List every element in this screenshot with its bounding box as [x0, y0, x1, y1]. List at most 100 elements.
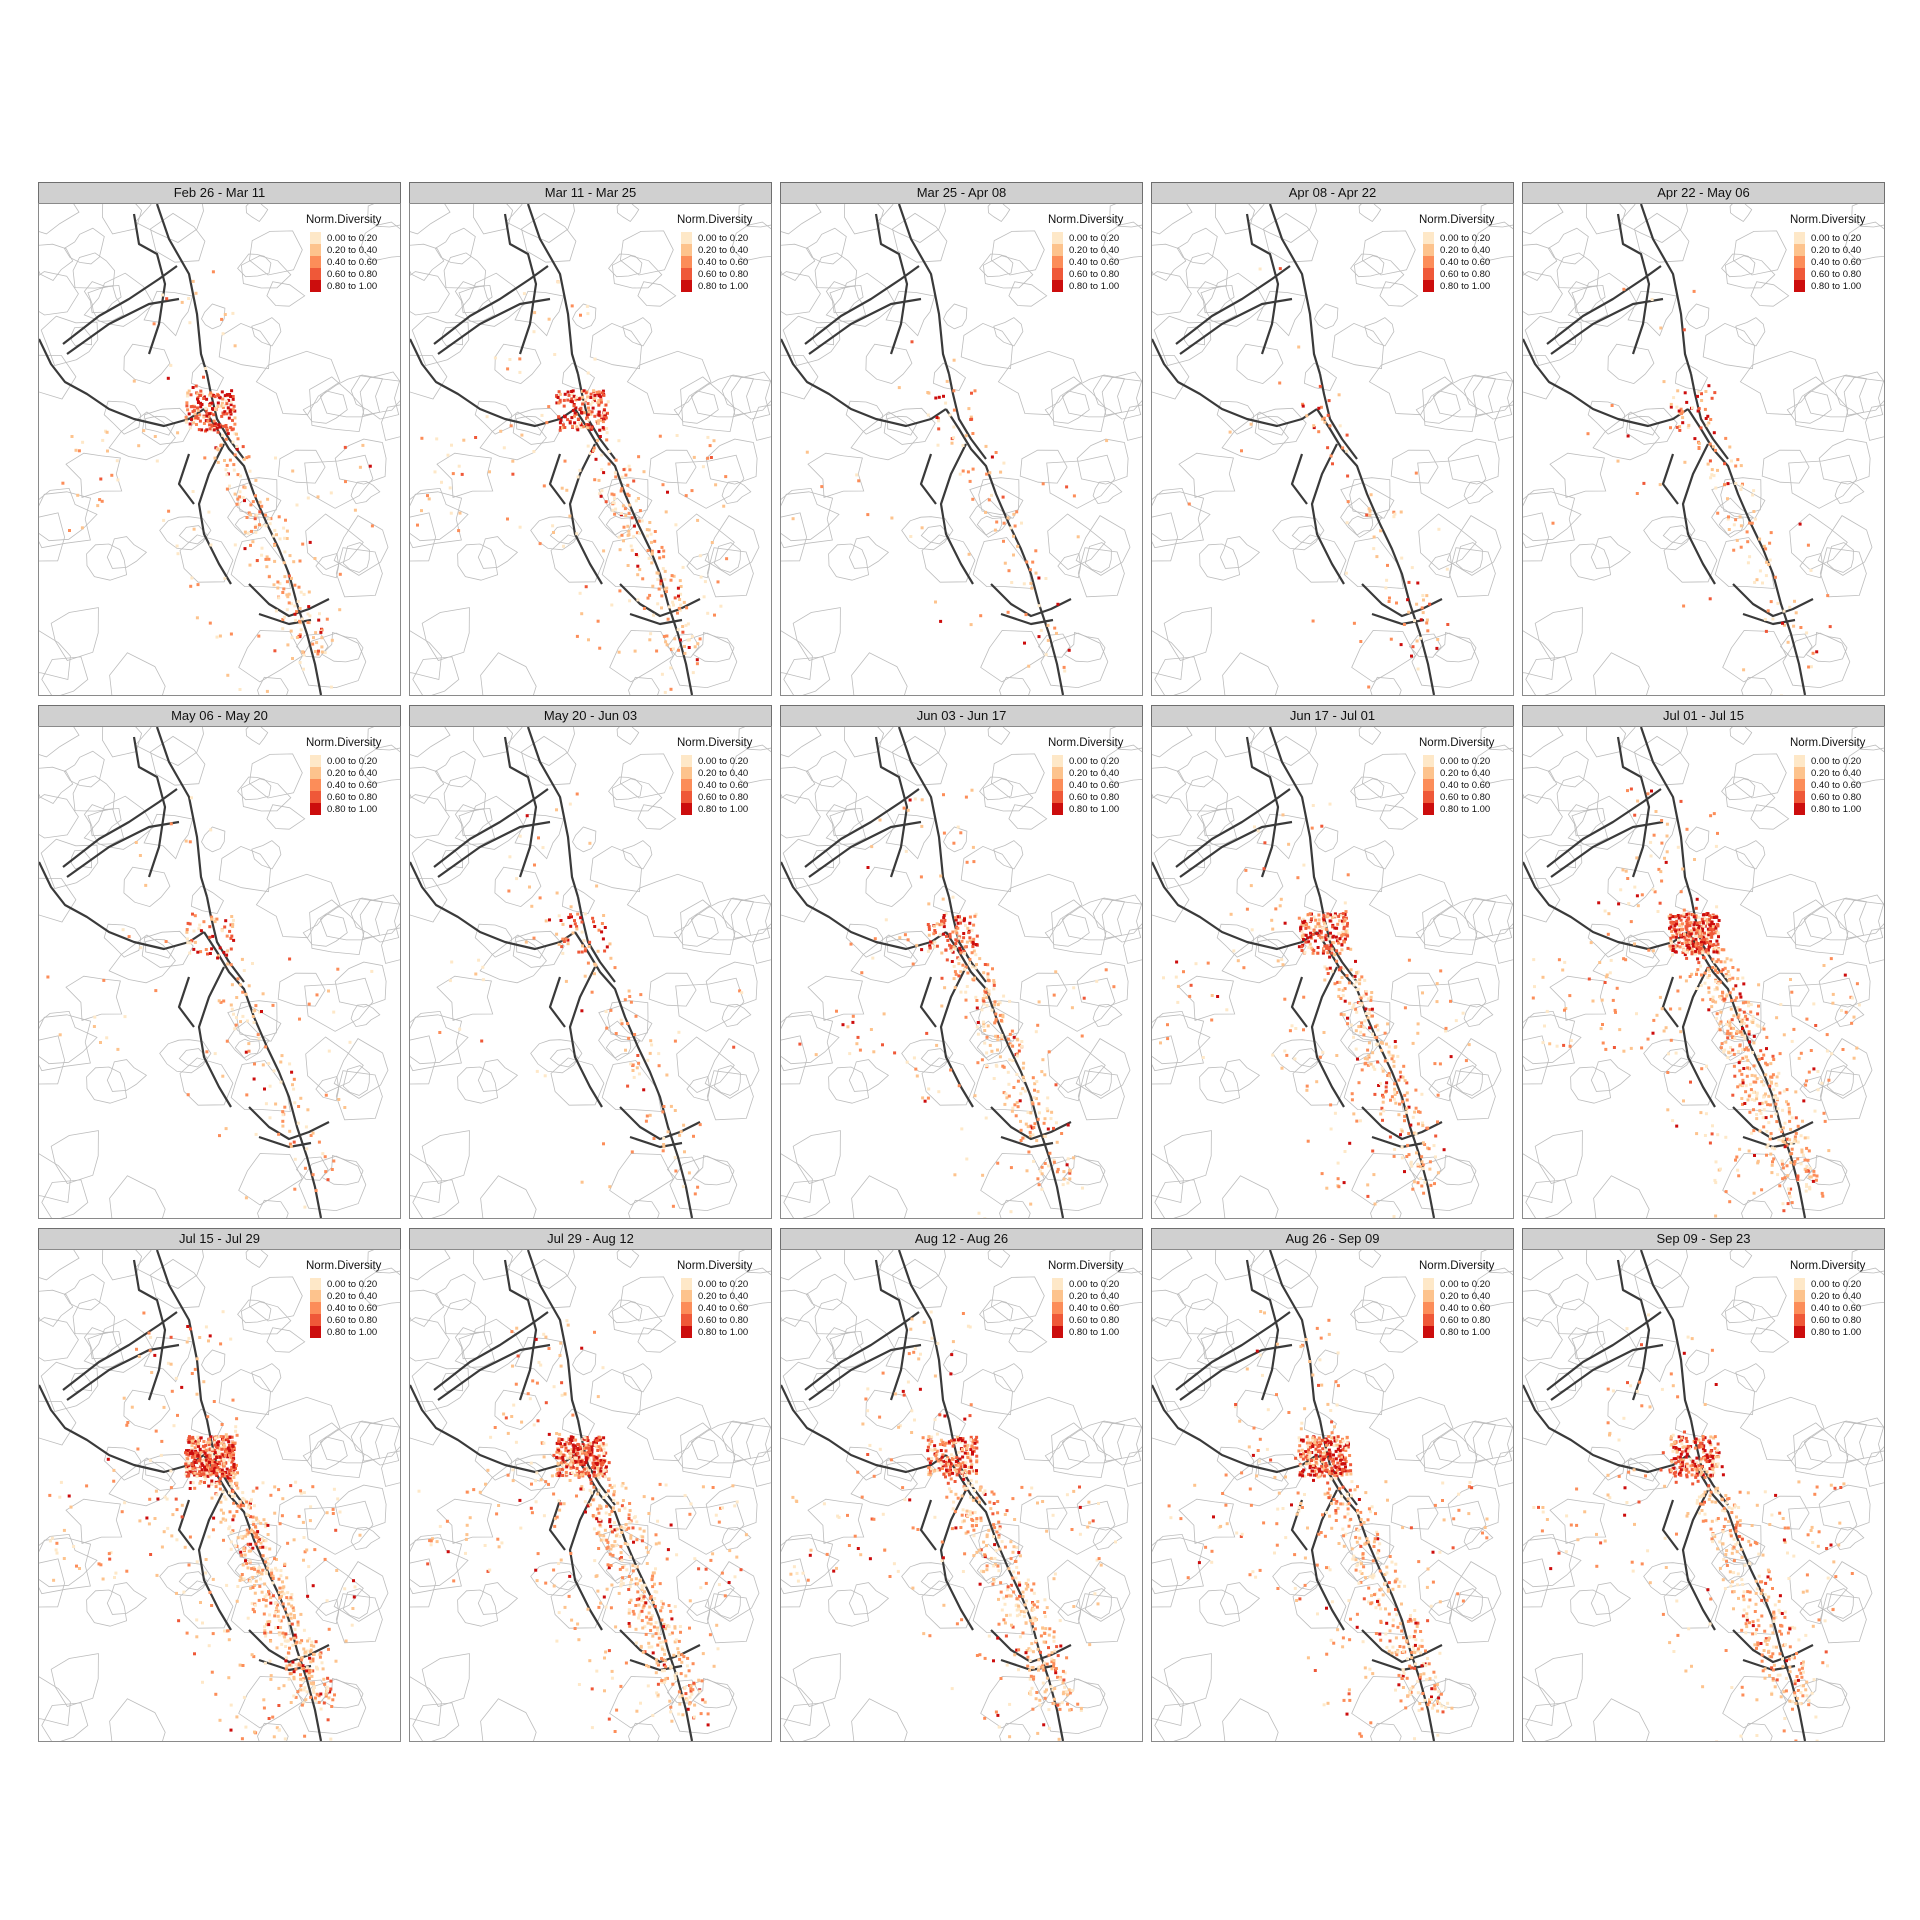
- diversity-point: [215, 635, 219, 639]
- diversity-point: [1606, 932, 1610, 936]
- district-boundary: [1480, 204, 1513, 228]
- diversity-point: [583, 947, 587, 951]
- district-boundary: [628, 1199, 660, 1218]
- diversity-point: [208, 423, 212, 427]
- diversity-point: [480, 1039, 484, 1043]
- diversity-point: [1342, 1013, 1346, 1017]
- diversity-point: [245, 1532, 249, 1536]
- diversity-point: [231, 1495, 235, 1498]
- diversity-point: [1665, 850, 1669, 854]
- diversity-point: [532, 330, 536, 334]
- diversity-point: [1080, 1034, 1084, 1038]
- diversity-point: [659, 582, 663, 586]
- district-boundary: [257, 1722, 289, 1741]
- diversity-point: [1318, 935, 1322, 939]
- diversity-point: [1056, 1167, 1060, 1171]
- diversity-point: [222, 999, 226, 1003]
- district-boundary: [943, 303, 968, 330]
- diversity-point: [952, 425, 956, 429]
- diversity-point: [1358, 982, 1362, 986]
- diversity-point: [965, 860, 969, 864]
- diversity-point: [952, 408, 956, 412]
- diversity-point: [631, 1063, 635, 1067]
- diversity-point: [1707, 1008, 1711, 1012]
- diversity-point: [306, 612, 310, 616]
- diversity-point: [153, 1353, 157, 1357]
- diversity-point: [1841, 1048, 1845, 1051]
- diversity-point: [334, 1528, 338, 1532]
- diversity-point: [599, 400, 603, 404]
- diversity-point: [1750, 1098, 1754, 1102]
- district-boundary: [39, 1558, 66, 1608]
- diversity-point: [1677, 940, 1681, 944]
- diversity-point: [311, 1173, 315, 1177]
- diversity-point: [603, 949, 607, 953]
- diversity-point: [1303, 919, 1307, 923]
- diversity-point: [231, 418, 234, 422]
- road-line: [619, 583, 701, 618]
- diversity-point: [1372, 535, 1376, 539]
- diversity-point: [1345, 974, 1349, 978]
- diversity-point: [677, 648, 681, 652]
- diversity-point: [1393, 1045, 1397, 1049]
- diversity-point: [1786, 1137, 1789, 1141]
- diversity-point: [650, 549, 654, 553]
- diversity-point: [573, 922, 577, 926]
- diversity-point: [262, 1539, 266, 1543]
- road-line: [1689, 373, 1729, 460]
- diversity-point: [1356, 987, 1360, 991]
- diversity-point: [1406, 1143, 1410, 1147]
- diversity-point: [196, 406, 199, 410]
- road-line: [132, 1259, 167, 1401]
- diversity-point: [226, 673, 230, 677]
- diversity-point: [706, 456, 710, 460]
- diversity-point: [990, 455, 994, 459]
- diversity-point: [296, 1121, 300, 1125]
- diversity-point: [1236, 959, 1240, 963]
- diversity-point: [253, 1062, 256, 1066]
- diversity-point: [1683, 953, 1687, 957]
- district-boundary: [1101, 371, 1142, 416]
- diversity-point: [208, 952, 212, 955]
- diversity-point: [1464, 1059, 1468, 1063]
- diversity-point: [289, 1701, 293, 1704]
- diversity-point: [207, 1339, 210, 1343]
- diversity-point: [1690, 972, 1694, 976]
- diversity-point: [1683, 391, 1687, 395]
- diversity-point: [592, 446, 596, 450]
- diversity-point: [970, 788, 974, 792]
- district-boundary: [1818, 961, 1871, 1008]
- diversity-point: [1729, 1046, 1733, 1049]
- diversity-point: [1826, 594, 1830, 598]
- legend-label: 0.60 to 0.80: [1069, 268, 1120, 280]
- diversity-point: [254, 530, 258, 534]
- district-boundary: [876, 204, 946, 243]
- diversity-point: [289, 1637, 293, 1641]
- diversity-point: [1706, 462, 1710, 466]
- diversity-point: [604, 1010, 608, 1013]
- diversity-point: [237, 502, 241, 506]
- district-boundary: [713, 1065, 741, 1096]
- diversity-point: [1731, 976, 1735, 980]
- diversity-point: [216, 394, 220, 397]
- diversity-point: [1564, 1007, 1568, 1010]
- diversity-point: [218, 1487, 222, 1491]
- diversity-point: [279, 1574, 283, 1578]
- diversity-point: [1689, 921, 1693, 925]
- diversity-point: [1612, 1046, 1616, 1049]
- diversity-point: [1812, 1169, 1816, 1173]
- diversity-point: [627, 989, 631, 993]
- district-boundary: [40, 1361, 99, 1412]
- diversity-point: [1745, 1055, 1748, 1059]
- district-boundary: [1523, 630, 1555, 680]
- choropleth-map: [1152, 727, 1513, 1218]
- district-boundary: [1247, 204, 1317, 243]
- diversity-point: [1354, 1029, 1358, 1033]
- diversity-point: [210, 915, 214, 919]
- diversity-point: [566, 398, 570, 402]
- diversity-point: [1635, 894, 1639, 898]
- district-boundary: [1350, 253, 1385, 278]
- diversity-point: [1360, 975, 1364, 979]
- diversity-point: [942, 831, 946, 835]
- district-boundary: [781, 243, 816, 282]
